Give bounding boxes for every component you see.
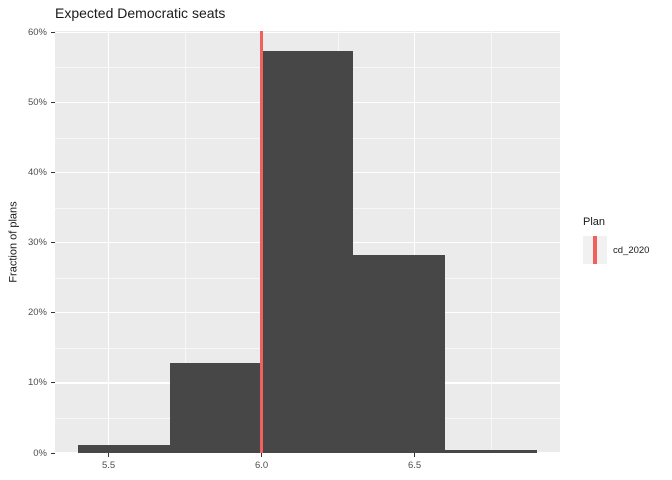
x-tick — [414, 453, 416, 457]
reference-line — [259, 31, 264, 453]
x-tick-label: 6.0 — [254, 460, 269, 471]
y-tick-label: 40% — [27, 167, 47, 179]
y-tick-label: 10% — [27, 377, 47, 389]
gridline-major-x — [107, 31, 110, 453]
y-tick — [51, 312, 55, 314]
y-tick — [51, 242, 55, 244]
gridline-major-x — [413, 31, 416, 453]
plot-panel — [55, 31, 560, 454]
y-tick-label: 0% — [33, 447, 47, 459]
y-tick-label: 20% — [27, 307, 47, 319]
histogram-bar — [169, 362, 262, 453]
y-tick — [51, 102, 55, 103]
y-tick-label: 50% — [27, 97, 47, 108]
vline-key-icon — [593, 236, 597, 264]
legend-label: cd_2020 — [613, 244, 650, 256]
histogram-bar — [77, 445, 170, 453]
y-tick — [51, 382, 55, 384]
gridline-major-y — [55, 452, 560, 454]
legend: Plan cd_2020 — [583, 216, 649, 264]
gridline-major-y — [55, 31, 560, 34]
chart-title: Expected Democratic seats — [55, 5, 226, 21]
x-tick-label: 6.5 — [408, 460, 422, 471]
legend-title: Plan — [583, 216, 606, 228]
x-tick — [108, 453, 110, 457]
histogram-bar — [353, 254, 446, 453]
y-tick — [51, 452, 55, 454]
y-tick-label: 30% — [27, 237, 47, 249]
y-tick — [51, 172, 55, 174]
y-tick — [51, 31, 55, 33]
histogram-bar — [445, 450, 538, 453]
x-tick-label: 5.5 — [101, 460, 116, 471]
y-tick-label: 60% — [27, 26, 47, 38]
x-tick — [261, 453, 263, 457]
legend-key — [583, 236, 607, 264]
histogram-bar — [261, 51, 354, 453]
legend-entry: cd_2020 — [583, 236, 649, 264]
